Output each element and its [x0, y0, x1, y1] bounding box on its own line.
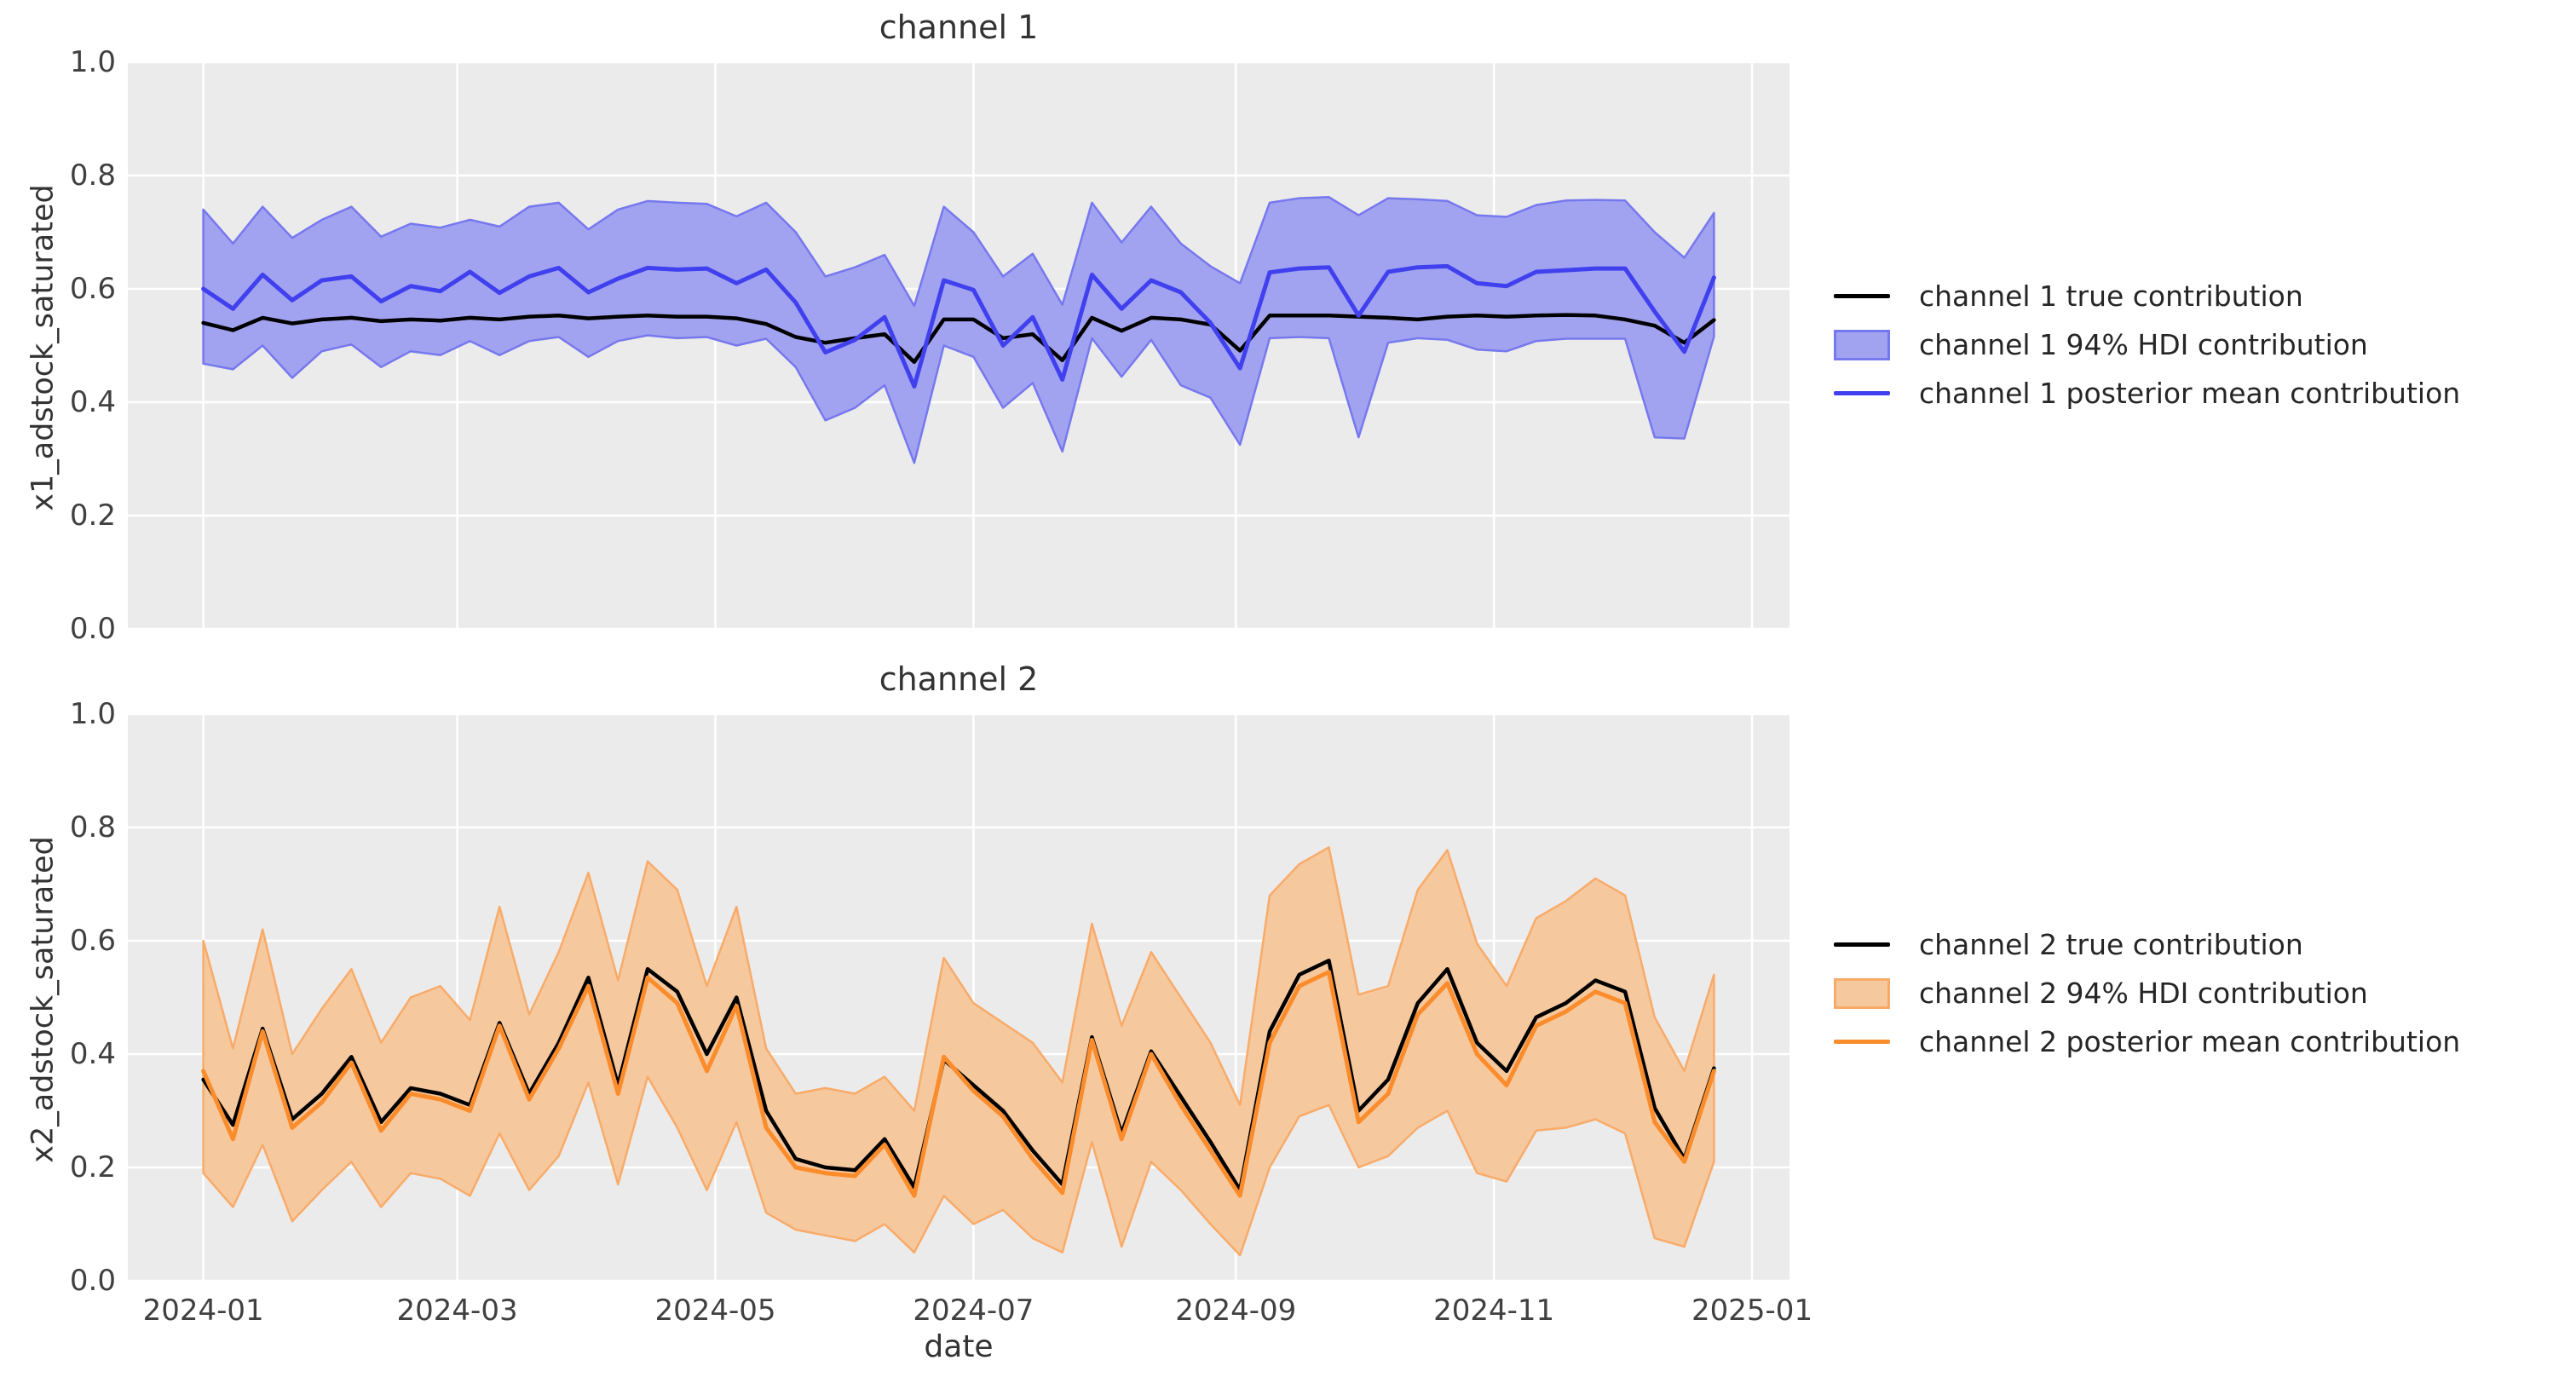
- blue-band-swatch: [1834, 329, 1895, 360]
- legend-item-hdi-2: channel 2 94% HDI contribution: [1834, 969, 2460, 1017]
- y-tick-label: 0.0: [69, 1264, 116, 1298]
- y-tick-label: 0.2: [69, 498, 116, 533]
- chart1-plot-area: [128, 62, 1789, 629]
- legend-item-hdi-1: channel 1 94% HDI contribution: [1834, 320, 2460, 369]
- x-tick-label: 2024-03: [396, 1294, 518, 1328]
- posterior-mean-line: [201, 263, 1716, 389]
- chart2-legend: channel 2 true contribution channel 2 94…: [1834, 920, 2460, 1066]
- y-tick-label: 0.2: [69, 1150, 116, 1184]
- orange-line-swatch: [1834, 1040, 1895, 1044]
- legend-label: channel 1 true contribution: [1919, 279, 2303, 313]
- x-axis-label: date: [924, 1329, 994, 1364]
- y-tick-label: 0.4: [69, 385, 116, 419]
- black-line-swatch: [1834, 294, 1895, 298]
- chart1-canvas: [128, 62, 1789, 629]
- legend-label: channel 2 true contribution: [1919, 928, 2303, 961]
- y-tick-label: 0.8: [69, 810, 116, 844]
- legend-label: channel 1 posterior mean contribution: [1919, 377, 2461, 410]
- x-tick-label: 2024-11: [1433, 1294, 1555, 1328]
- y-tick-label: 1.0: [69, 697, 116, 731]
- orange-band-swatch: [1834, 977, 1895, 1009]
- y-tick-label: 0.8: [69, 158, 116, 193]
- chart2-plot-area: [128, 714, 1789, 1281]
- black-line-swatch: [1834, 942, 1895, 947]
- legend-item-posterior-1: channel 1 posterior mean contribution: [1834, 369, 2460, 418]
- legend-label: channel 1 94% HDI contribution: [1919, 328, 2368, 361]
- hdi-band: [202, 846, 1715, 1257]
- x-tick-label: 2024-07: [913, 1294, 1034, 1328]
- blue-line-swatch: [1834, 391, 1895, 395]
- legend-item-true-1: channel 1 true contribution: [1834, 272, 2460, 320]
- y-tick-label: 0.4: [69, 1037, 116, 1071]
- x-tick-label: 2024-05: [654, 1294, 776, 1328]
- chart2-canvas: [128, 714, 1789, 1281]
- chart1-title: channel 1: [879, 9, 1039, 46]
- hdi-band: [202, 196, 1715, 464]
- y-tick-label: 0.6: [69, 924, 116, 958]
- chart1-y-axis-label: x1_adstock_saturated: [26, 184, 61, 511]
- chart2-y-axis-label: x2_adstock_saturated: [26, 836, 61, 1163]
- true-contribution-line: [201, 313, 1716, 365]
- x-tick-label: 2024-01: [142, 1294, 264, 1328]
- y-tick-label: 0.0: [69, 612, 116, 646]
- chart2-title: channel 2: [879, 660, 1039, 698]
- x-tick-label: 2025-01: [1691, 1294, 1813, 1328]
- x-tick-label: 2024-09: [1175, 1294, 1297, 1328]
- y-tick-label: 1.0: [69, 45, 116, 79]
- legend-item-posterior-2: channel 2 posterior mean contribution: [1834, 1017, 2460, 1066]
- legend-item-true-2: channel 2 true contribution: [1834, 920, 2460, 969]
- chart1-legend: channel 1 true contribution channel 1 94…: [1834, 272, 2460, 418]
- posterior-mean-line: [201, 970, 1716, 1198]
- y-tick-label: 0.6: [69, 272, 116, 306]
- legend-label: channel 2 94% HDI contribution: [1919, 977, 2368, 1010]
- legend-label: channel 2 posterior mean contribution: [1919, 1025, 2461, 1058]
